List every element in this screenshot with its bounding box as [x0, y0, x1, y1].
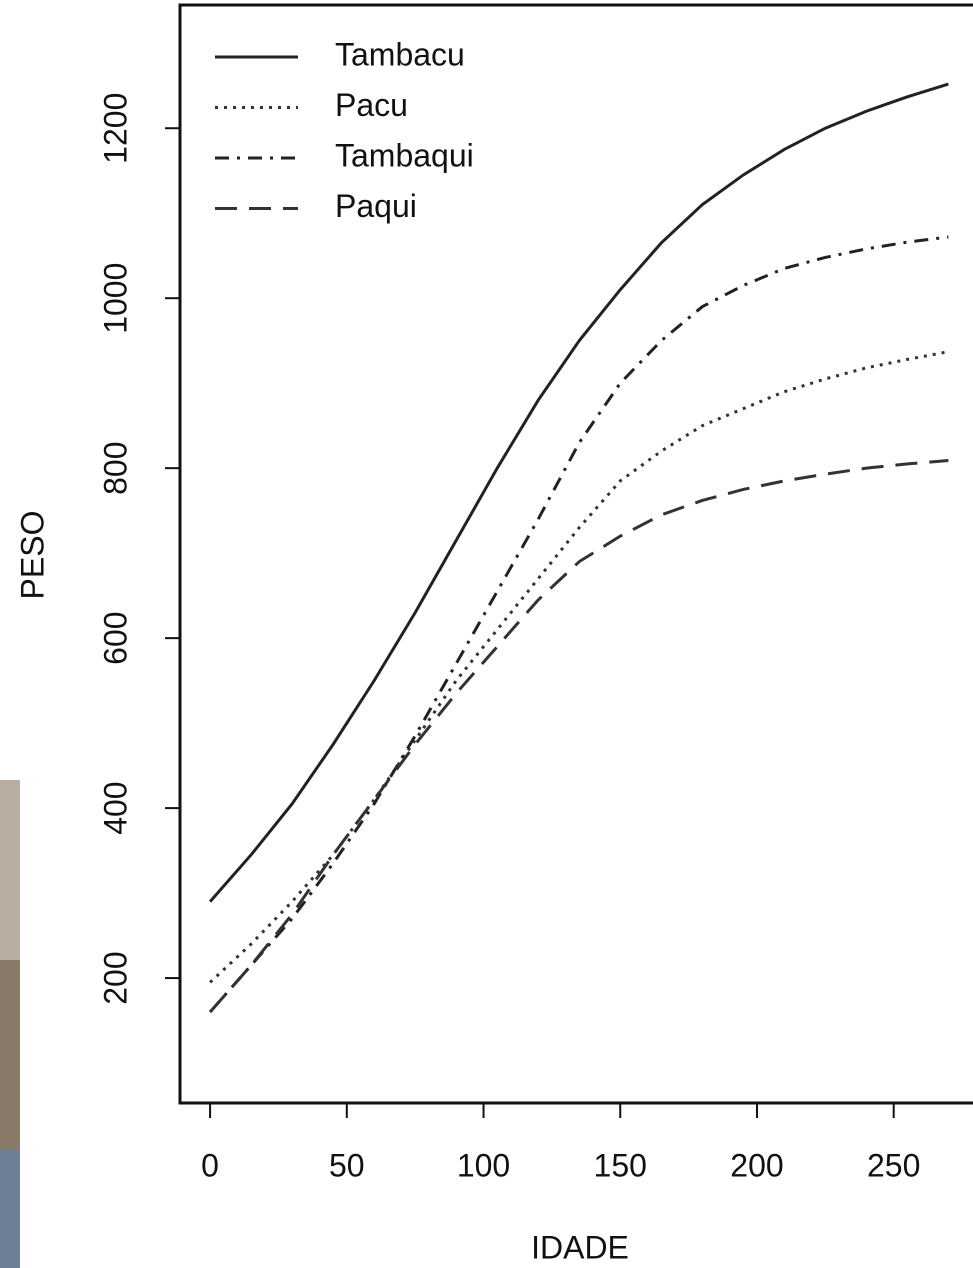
line-series	[210, 461, 948, 1013]
legend-label: Paqui	[335, 188, 417, 224]
y-tick-label: 800	[97, 441, 133, 494]
y-tick-label: 1200	[97, 93, 133, 164]
plot-frame	[180, 5, 973, 1103]
line-series	[210, 84, 948, 902]
x-tick-label: 150	[594, 1147, 647, 1183]
x-tick-label: 0	[201, 1147, 219, 1183]
x-tick-label: 250	[867, 1147, 920, 1183]
x-tick-label: 200	[730, 1147, 783, 1183]
legend-label: Tambacu	[335, 36, 465, 72]
y-tick-label: 400	[97, 781, 133, 834]
y-tick-label: 200	[97, 951, 133, 1004]
page: IDADE PESO 0 50 100 150 200 250 200 400 600 800 10…	[0, 0, 973, 1268]
y-axis-label: PESO	[14, 511, 50, 600]
x-tick-label: 100	[457, 1147, 510, 1183]
x-axis-label: IDADE	[531, 1229, 629, 1265]
line-series	[210, 352, 948, 983]
chart: IDADE PESO 0 50 100 150 200 250 200 400 600 800 10…	[0, 0, 973, 1268]
line-series	[210, 237, 948, 1012]
legend-label: Tambaqui	[335, 137, 474, 173]
photo-fragment	[0, 780, 20, 1268]
y-tick-label: 600	[97, 611, 133, 664]
x-tick-label: 50	[329, 1147, 365, 1183]
legend-label: Pacu	[335, 87, 408, 123]
y-tick-label: 1000	[97, 263, 133, 334]
